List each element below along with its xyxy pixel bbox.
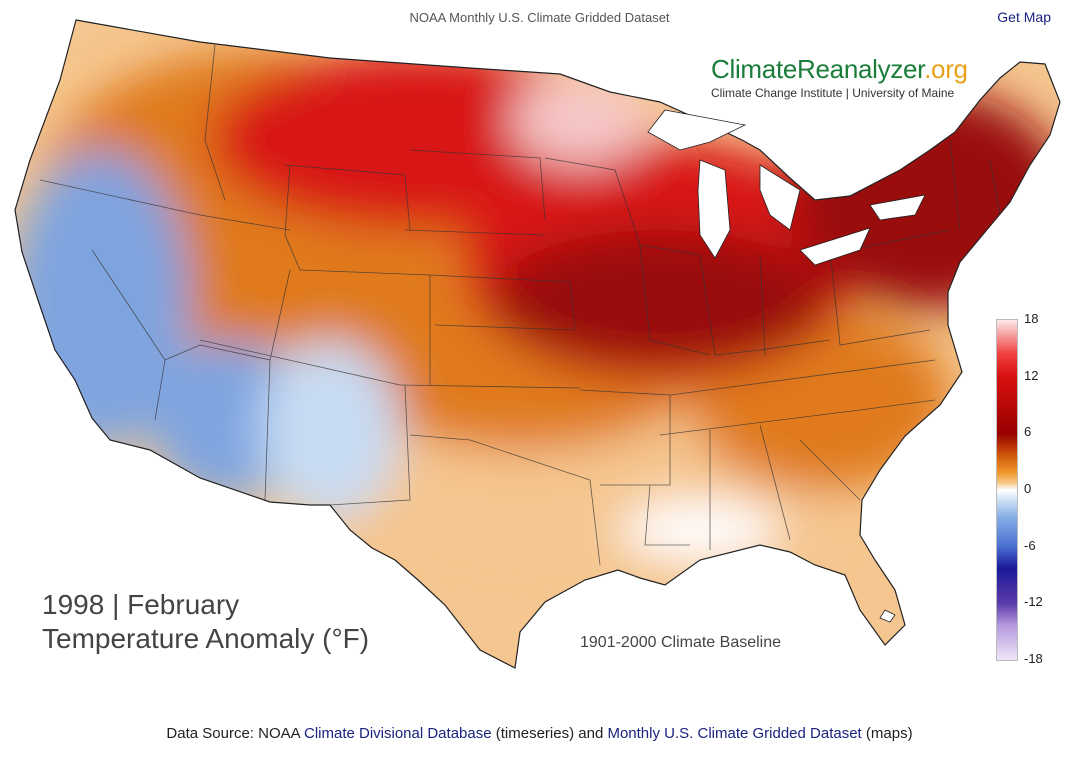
scale-tick-label: 18 (1024, 311, 1039, 326)
logo-subtitle: Climate Change Institute | University of… (711, 86, 955, 100)
baseline-label: 1901-2000 Climate Baseline (580, 634, 782, 651)
state-borders (39, 44, 1001, 566)
scale-tick-label: -18 (1024, 651, 1043, 666)
us-map-svg (14, 19, 1061, 669)
footer-suffix: (maps) (861, 725, 913, 742)
variable-text: Temperature Anomaly (°F) (42, 623, 370, 654)
lake-okeechobee (879, 609, 896, 623)
gridded-dataset-link[interactable]: Monthly U.S. Climate Gridded Dataset (607, 725, 862, 742)
dataset-title: NOAA Monthly U.S. Climate Gridded Datase… (409, 10, 670, 25)
get-map-link[interactable]: Get Map (997, 9, 1051, 25)
great-lakes (647, 109, 926, 266)
scale-tick-label: -12 (1024, 594, 1043, 610)
anomaly-map: ClimateReanalyzer.org Climate Change Ins… (14, 19, 1061, 669)
data-source-footer: Data Source: NOAA Climate Divisional Dat… (0, 725, 1079, 742)
logo-suffix: .org (924, 54, 968, 84)
climate-reanalyzer-logo: ClimateReanalyzer.org (711, 54, 968, 85)
footer-prefix: Data Source: NOAA (166, 725, 304, 742)
scale-tick-label: 0 (1024, 481, 1032, 496)
climate-divisional-database-link[interactable]: Climate Divisional Database (303, 725, 492, 742)
period-text: 1998 | February (42, 589, 240, 620)
scale-tick-label: -6 (1024, 537, 1036, 553)
color-scale-bar (996, 319, 1018, 661)
scale-tick-label: 6 (1024, 424, 1032, 440)
us-coastline (14, 19, 1061, 669)
logo-name: ClimateReanalyzer (711, 54, 925, 84)
map-period-label: 1998 | February Temperature Anomaly (°F) (42, 588, 369, 656)
footer-middle: (timeseries) and (491, 725, 608, 742)
scale-tick-label: 12 (1024, 367, 1039, 383)
